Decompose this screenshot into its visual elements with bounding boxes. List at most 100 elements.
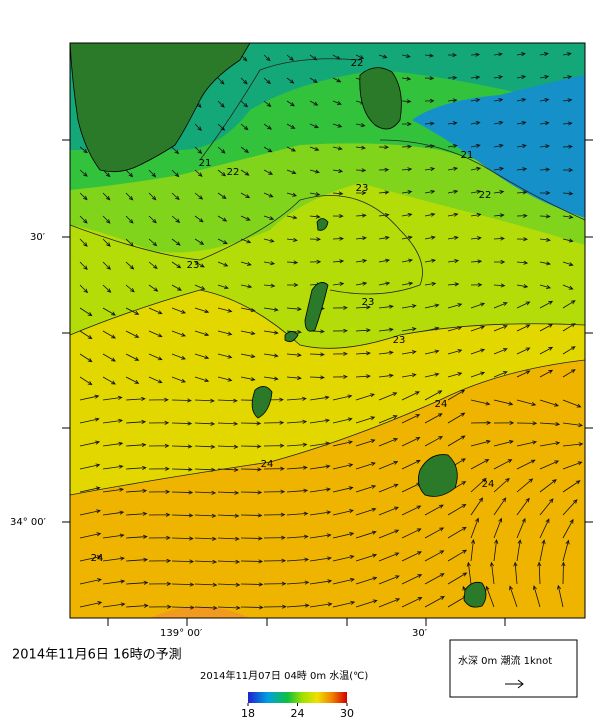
current-arrow bbox=[217, 215, 228, 222]
current-arrow bbox=[556, 584, 564, 608]
current-arrow bbox=[401, 459, 421, 470]
current-arrow bbox=[263, 215, 275, 221]
current-arrow bbox=[470, 420, 492, 425]
current-arrow bbox=[378, 529, 400, 539]
current-arrow bbox=[194, 513, 217, 518]
current-arrow bbox=[286, 603, 310, 608]
lon-label: 30′ bbox=[412, 628, 428, 639]
current-arrow bbox=[493, 348, 508, 355]
current-arrow bbox=[102, 261, 111, 270]
current-arrow bbox=[148, 466, 170, 471]
current-arrow bbox=[378, 575, 400, 585]
current-arrow bbox=[562, 422, 584, 428]
current-arrow bbox=[470, 282, 483, 287]
current-arrow bbox=[401, 414, 421, 424]
current-arrow bbox=[539, 75, 550, 80]
current-arrow bbox=[240, 605, 264, 610]
current-arrow bbox=[539, 237, 551, 242]
current-arrow bbox=[171, 490, 194, 495]
current-arrow bbox=[309, 556, 332, 562]
current-arrow bbox=[286, 580, 310, 585]
current-arrow bbox=[286, 557, 310, 562]
current-arrow bbox=[493, 440, 514, 447]
current-arrow bbox=[562, 238, 574, 243]
current-arrow bbox=[470, 98, 481, 103]
current-arrow bbox=[148, 581, 172, 586]
contours bbox=[70, 58, 585, 496]
current-arrows bbox=[79, 52, 584, 610]
current-arrow bbox=[263, 123, 272, 130]
current-arrow bbox=[539, 167, 551, 172]
current-arrow bbox=[171, 376, 186, 383]
current-arrow bbox=[217, 559, 241, 564]
current-arrow bbox=[217, 536, 240, 541]
current-arrow bbox=[79, 353, 93, 363]
current-arrow bbox=[562, 261, 574, 267]
current-arrow bbox=[516, 497, 530, 516]
current-arrow bbox=[447, 75, 458, 80]
current-arrow bbox=[309, 237, 321, 242]
current-arrow bbox=[539, 121, 550, 126]
current-arrow bbox=[217, 261, 229, 267]
current-arrow bbox=[79, 440, 101, 447]
current-arrow bbox=[539, 399, 559, 407]
current-arrow bbox=[102, 330, 116, 339]
current-arrow bbox=[424, 303, 440, 309]
current-arrow bbox=[309, 192, 321, 197]
current-arrow bbox=[401, 281, 414, 286]
current-arrow bbox=[470, 459, 490, 470]
current-arrow bbox=[493, 325, 508, 332]
current-arrow bbox=[286, 534, 309, 539]
island bbox=[316, 218, 329, 231]
current-arrow bbox=[263, 192, 274, 198]
current-arrow bbox=[148, 169, 157, 178]
current-arrow bbox=[424, 53, 435, 58]
current-arrow bbox=[217, 605, 241, 610]
current-arrow bbox=[516, 459, 536, 470]
current-arrow bbox=[309, 123, 319, 129]
current-arrow bbox=[263, 283, 276, 288]
current-arrow bbox=[516, 517, 526, 539]
current-arrow bbox=[447, 282, 460, 287]
current-arrow bbox=[148, 284, 159, 292]
current-arrow bbox=[286, 488, 309, 493]
current-arrow bbox=[194, 261, 205, 268]
current-arrow bbox=[424, 573, 445, 585]
current-arrow bbox=[424, 550, 445, 562]
current-arrow bbox=[309, 259, 322, 264]
current-arrow bbox=[447, 98, 458, 103]
current-arrow bbox=[516, 301, 531, 309]
current-arrow bbox=[516, 167, 528, 172]
current-arrow bbox=[493, 143, 504, 148]
current-arrow bbox=[102, 441, 124, 447]
current-arrow bbox=[125, 580, 149, 585]
current-arrow bbox=[355, 576, 378, 585]
current-arrow bbox=[562, 214, 574, 220]
current-arrow bbox=[355, 168, 367, 173]
current-arrow bbox=[79, 261, 88, 271]
current-arrow bbox=[424, 504, 444, 516]
current-arrow bbox=[217, 353, 233, 359]
current-arrow bbox=[286, 396, 307, 401]
current-arrow bbox=[263, 261, 276, 266]
current-arrow bbox=[493, 190, 505, 195]
current-arrow bbox=[378, 506, 399, 516]
current-arrow bbox=[102, 353, 116, 362]
current-arrow bbox=[148, 307, 163, 315]
current-arrow bbox=[562, 98, 573, 103]
current-arrow bbox=[355, 54, 365, 59]
legend-arrow bbox=[505, 679, 524, 689]
current-arrow bbox=[470, 325, 486, 332]
current-arrow bbox=[125, 534, 148, 539]
current-arrow bbox=[194, 582, 218, 587]
current-arrow bbox=[562, 399, 582, 408]
current-arrow bbox=[125, 442, 147, 447]
current-arrow bbox=[470, 477, 487, 493]
current-arrow bbox=[286, 465, 308, 470]
current-arrow bbox=[516, 421, 538, 426]
current-arrow bbox=[401, 505, 422, 516]
current-arrow bbox=[194, 238, 205, 245]
current-arrow bbox=[562, 346, 576, 355]
current-arrow bbox=[539, 261, 551, 266]
current-arrow bbox=[194, 307, 210, 314]
